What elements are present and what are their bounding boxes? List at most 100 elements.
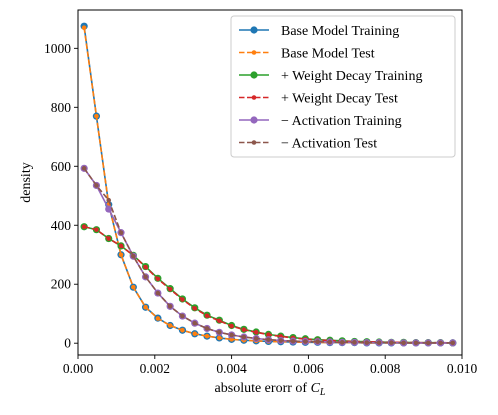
plot-frame xyxy=(77,9,463,356)
data-point xyxy=(217,335,222,341)
series-line xyxy=(83,167,453,344)
data-point xyxy=(278,338,284,343)
legend-label: Base Model Training xyxy=(281,24,399,39)
legend-marker xyxy=(251,95,257,100)
data-point xyxy=(204,326,210,331)
legend-marker xyxy=(251,140,257,145)
legend-entry: − Activation Test xyxy=(239,137,377,152)
data-point xyxy=(315,339,320,345)
series-4 xyxy=(81,224,456,346)
data-point xyxy=(118,230,124,235)
data-point xyxy=(143,304,148,310)
x-axis-label-variable: C xyxy=(311,381,321,396)
data-point xyxy=(352,340,357,345)
x-tick-label: 0.010 xyxy=(447,361,478,376)
legend-label: − Activation Test xyxy=(281,137,377,152)
y-axis-ticks: 0 200 400 600 800 1000 xyxy=(44,41,78,351)
data-point xyxy=(192,320,198,326)
y-tick-label: 1000 xyxy=(44,41,71,56)
data-point xyxy=(438,340,443,346)
data-point xyxy=(266,332,271,337)
data-point xyxy=(167,304,173,309)
data-point xyxy=(425,340,431,346)
data-point xyxy=(339,340,345,345)
data-point xyxy=(217,329,222,335)
data-point xyxy=(105,205,113,213)
data-point xyxy=(155,316,161,321)
data-point xyxy=(106,236,112,241)
x-axis-label: absolute erorr of CL xyxy=(215,381,326,398)
legend: Base Model Training Base Model Test + Weig… xyxy=(230,15,456,158)
data-point xyxy=(180,297,185,302)
legend-entry: − Activation Training xyxy=(239,114,402,129)
data-point xyxy=(131,253,136,259)
y-tick-label: 800 xyxy=(51,100,72,115)
data-point xyxy=(81,166,87,171)
data-point xyxy=(180,327,185,333)
data-point xyxy=(106,197,112,203)
data-point xyxy=(94,227,99,232)
x-axis-ticks: 0.000 0.002 0.004 0.006 0.008 0.010 xyxy=(63,355,478,376)
series-line xyxy=(83,167,453,344)
legend-entry: Base Model Training xyxy=(239,24,399,39)
data-point xyxy=(81,25,87,30)
data-point xyxy=(229,323,234,329)
series-5 xyxy=(80,164,457,347)
series-6 xyxy=(81,166,456,346)
data-point xyxy=(118,243,124,249)
data-point xyxy=(204,313,210,319)
data-point xyxy=(143,264,148,270)
data-point xyxy=(155,276,161,282)
data-point xyxy=(94,183,99,188)
data-point xyxy=(131,284,136,290)
data-point xyxy=(303,339,308,344)
x-tick-label: 0.002 xyxy=(140,361,170,376)
x-tick-label: 0.004 xyxy=(216,361,247,376)
data-point xyxy=(217,318,222,324)
data-point xyxy=(192,306,198,311)
data-point xyxy=(118,252,124,258)
x-axis-label-subscript: L xyxy=(319,387,326,398)
series-3 xyxy=(80,223,457,347)
y-tick-label: 200 xyxy=(51,277,72,292)
data-point xyxy=(155,290,161,296)
data-point xyxy=(241,327,247,332)
data-point xyxy=(401,340,406,346)
legend-label: + Weight Decay Test xyxy=(281,92,398,107)
legend-label: + Weight Decay Training xyxy=(281,69,422,84)
x-tick-label: 0.006 xyxy=(293,361,324,376)
y-tick-label: 600 xyxy=(51,159,72,174)
data-point xyxy=(253,329,259,335)
data-point xyxy=(167,323,173,328)
data-point xyxy=(167,286,173,292)
data-point xyxy=(327,339,333,345)
legend-marker xyxy=(251,50,257,55)
data-point xyxy=(376,340,382,345)
legend-box xyxy=(230,15,456,158)
data-point xyxy=(290,338,296,344)
legend-entry: + Weight Decay Training xyxy=(239,69,422,84)
data-point xyxy=(204,333,210,339)
legend-label: − Activation Training xyxy=(281,114,402,129)
data-point xyxy=(192,331,198,337)
data-point xyxy=(94,113,99,119)
y-axis-label: density xyxy=(19,162,34,202)
data-point xyxy=(241,334,247,340)
legend-marker xyxy=(250,116,258,124)
data-point xyxy=(450,340,456,346)
y-tick-label: 400 xyxy=(51,218,72,233)
data-point xyxy=(253,336,259,341)
legend-marker xyxy=(250,71,258,79)
legend-label: Base Model Test xyxy=(281,47,375,62)
legend-marker xyxy=(250,26,258,34)
legend-entry: + Weight Decay Test xyxy=(239,92,398,107)
x-tick-label: 0.000 xyxy=(63,361,94,376)
series-line xyxy=(83,225,453,344)
data-point xyxy=(266,337,271,342)
data-point xyxy=(143,274,148,280)
x-tick-label: 0.008 xyxy=(370,361,401,376)
data-point xyxy=(389,340,394,345)
legend-entry: Base Model Test xyxy=(239,47,375,62)
